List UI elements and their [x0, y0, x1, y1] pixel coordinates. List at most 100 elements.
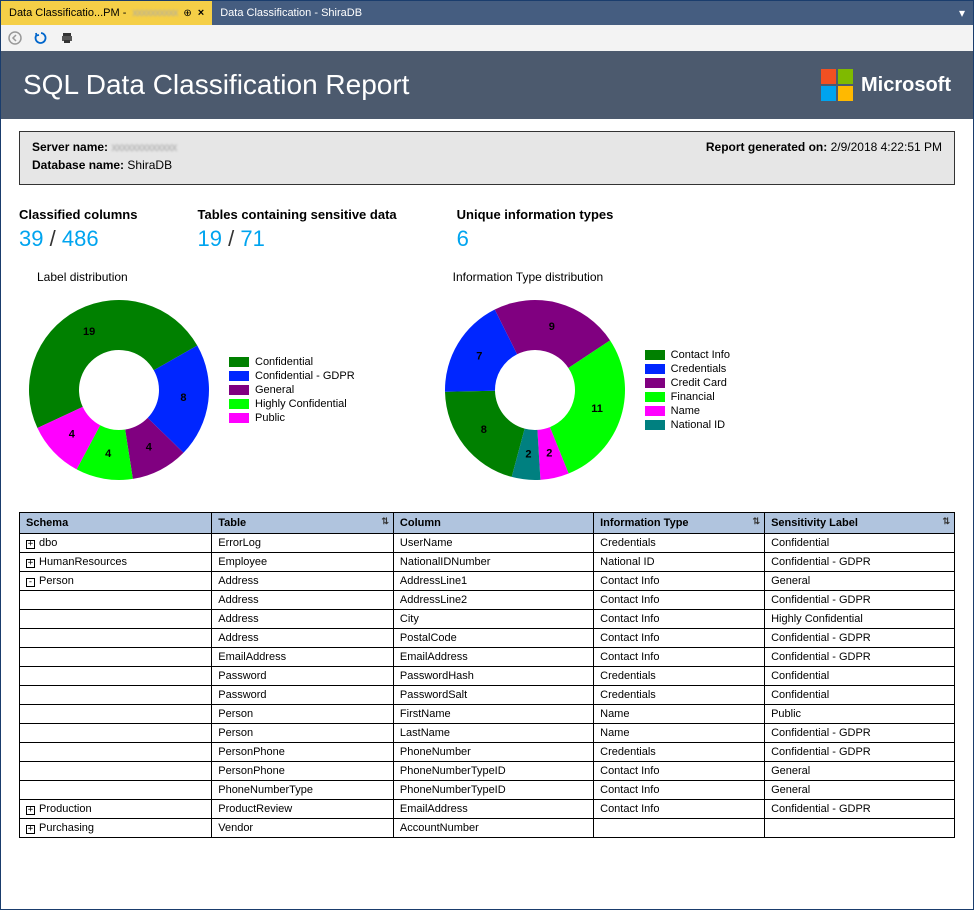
donut-value: 7: [476, 350, 482, 362]
legend-label: Financial: [671, 391, 715, 403]
cell-column: PasswordSalt: [393, 686, 593, 705]
refresh-icon[interactable]: [33, 30, 49, 46]
tab-overflow-icon[interactable]: ▾: [951, 1, 973, 25]
cell-schema: +Purchasing: [20, 819, 212, 838]
donut-value: 19: [83, 326, 95, 338]
cell-column: EmailAddress: [393, 648, 593, 667]
legend-swatch: [229, 385, 249, 395]
report-header: SQL Data Classification Report Microsoft: [1, 51, 973, 119]
legend-item: Highly Confidential: [229, 398, 355, 410]
legend-item: General: [229, 384, 355, 396]
table-row: -PersonAddressAddressLine1Contact InfoGe…: [20, 572, 955, 591]
expand-icon[interactable]: +: [26, 540, 35, 549]
server-label: Server name:: [32, 140, 108, 154]
stat-classified: Classified columns 39 / 486: [19, 207, 137, 252]
generated-label: Report generated on:: [706, 140, 827, 154]
cell-table: EmailAddress: [212, 648, 394, 667]
stat-a: 39: [19, 226, 43, 251]
cell-column: NationalIDNumber: [393, 553, 593, 572]
cell-info: Contact Info: [594, 762, 765, 781]
tab-inactive[interactable]: Data Classification - ShiraDB: [212, 1, 370, 25]
brand-logo: Microsoft: [821, 69, 951, 101]
cell-info: Name: [594, 724, 765, 743]
table-row: AddressPostalCodeContact InfoConfidentia…: [20, 629, 955, 648]
cell-column: UserName: [393, 534, 593, 553]
cell-label: [765, 819, 955, 838]
donut-value: 4: [105, 448, 112, 460]
cell-schema: [20, 591, 212, 610]
legend-swatch: [645, 406, 665, 416]
table-row: EmailAddressEmailAddressContact InfoConf…: [20, 648, 955, 667]
tab-label: Data Classification - ShiraDB: [220, 7, 362, 19]
cell-info: National ID: [594, 553, 765, 572]
table-header: Column: [393, 513, 593, 534]
legend-type: Contact InfoCredentialsCredit CardFinanc…: [645, 347, 730, 433]
table-row: PersonFirstNameNamePublic: [20, 705, 955, 724]
legend-swatch: [645, 392, 665, 402]
toolbar: [1, 25, 973, 51]
legend-item: Name: [645, 405, 730, 417]
cell-info: Contact Info: [594, 610, 765, 629]
stat-label: Tables containing sensitive data: [197, 207, 396, 222]
legend-item: Confidential: [229, 356, 355, 368]
legend-swatch: [645, 378, 665, 388]
tab-active[interactable]: Data Classificatio...PM - xxxxxxxxxx ⊕ ×: [1, 1, 212, 25]
cell-column: LastName: [393, 724, 593, 743]
sort-icon[interactable]: ⇅: [381, 516, 389, 527]
table-header[interactable]: Information Type⇅: [594, 513, 765, 534]
donut-value: 2: [546, 447, 552, 459]
sort-icon[interactable]: ⇅: [753, 516, 761, 527]
cell-column: PhoneNumberTypeID: [393, 781, 593, 800]
back-icon[interactable]: [7, 30, 23, 46]
cell-table: ProductReview: [212, 800, 394, 819]
collapse-icon[interactable]: -: [26, 578, 35, 587]
stat-b: 71: [240, 226, 264, 251]
table-row: PhoneNumberTypePhoneNumberTypeIDContact …: [20, 781, 955, 800]
cell-info: Credentials: [594, 686, 765, 705]
cell-label: General: [765, 572, 955, 591]
page-title: SQL Data Classification Report: [23, 69, 409, 101]
table-header[interactable]: Table⇅: [212, 513, 394, 534]
cell-label: Confidential - GDPR: [765, 591, 955, 610]
cell-schema: +HumanResources: [20, 553, 212, 572]
cell-label: Confidential - GDPR: [765, 648, 955, 667]
legend-label: Confidential - GDPR: [255, 370, 355, 382]
cell-label: Confidential - GDPR: [765, 743, 955, 762]
cell-info: Name: [594, 705, 765, 724]
pin-icon[interactable]: ⊕: [183, 8, 191, 19]
print-icon[interactable]: [59, 30, 75, 46]
cell-info: Contact Info: [594, 648, 765, 667]
cell-table: Person: [212, 705, 394, 724]
expand-icon[interactable]: +: [26, 806, 35, 815]
cell-label: Confidential - GDPR: [765, 553, 955, 572]
legend-swatch: [229, 357, 249, 367]
legend-swatch: [229, 399, 249, 409]
cell-label: Confidential: [765, 667, 955, 686]
cell-table: Address: [212, 572, 394, 591]
stat-a: 19: [197, 226, 221, 251]
table-row: +PurchasingVendorAccountNumber: [20, 819, 955, 838]
sort-icon[interactable]: ⇅: [942, 516, 950, 527]
expand-icon[interactable]: +: [26, 559, 35, 568]
table-header[interactable]: Sensitivity Label⇅: [765, 513, 955, 534]
legend-label: Contact Info: [671, 349, 730, 361]
table-body: +dboErrorLogUserNameCredentialsConfident…: [20, 534, 955, 838]
cell-info: Contact Info: [594, 572, 765, 591]
legend-item: Credit Card: [645, 377, 730, 389]
cell-schema: -Person: [20, 572, 212, 591]
tab-bar: Data Classificatio...PM - xxxxxxxxxx ⊕ ×…: [1, 1, 973, 25]
cell-label: General: [765, 762, 955, 781]
table-row: PersonPhonePhoneNumberCredentialsConfide…: [20, 743, 955, 762]
expand-icon[interactable]: +: [26, 825, 35, 834]
legend-label: Credit Card: [671, 377, 727, 389]
cell-schema: [20, 648, 212, 667]
donut-value: 8: [180, 392, 186, 404]
cell-label: General: [765, 781, 955, 800]
donut-value: 11: [591, 403, 603, 415]
cell-table: Address: [212, 610, 394, 629]
stat-a: 6: [457, 226, 469, 251]
legend-swatch: [645, 350, 665, 360]
cell-label: Confidential - GDPR: [765, 629, 955, 648]
close-icon[interactable]: ×: [198, 7, 204, 19]
table-row: PasswordPasswordSaltCredentialsConfident…: [20, 686, 955, 705]
